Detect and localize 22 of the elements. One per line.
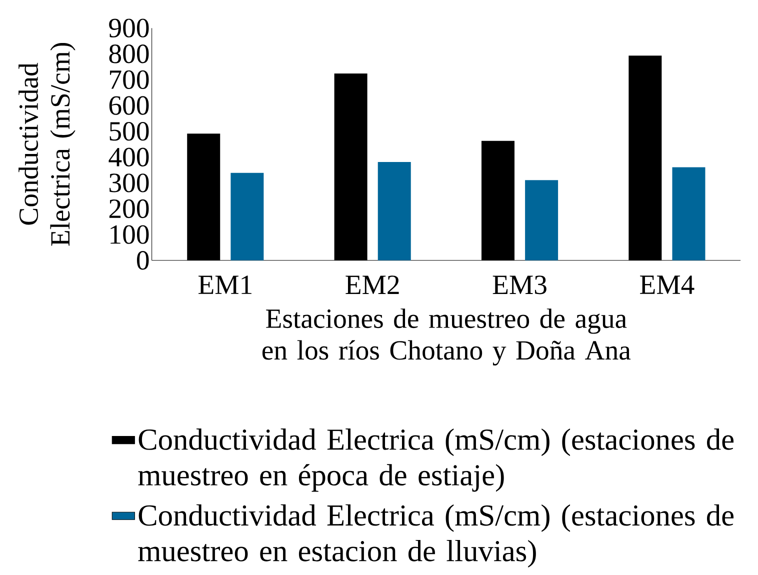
- y-tick-label: 500: [110, 122, 149, 141]
- bar: [525, 180, 558, 260]
- y-tick-label: 800: [109, 44, 149, 64]
- y-tick-label: 400: [108, 148, 149, 166]
- bar: [230, 172, 264, 260]
- x-tick-label: EM1: [198, 276, 252, 294]
- legend-label: Conductividad Electrica (mS/cm) (estaciones de muestreo en estacion de lluvias): [138, 504, 734, 568]
- x-tick-label: EM4: [640, 276, 694, 294]
- legend-label: Conductividad Electrica (mS/cm) (estaciones de muestreo en época de estiaje): [138, 428, 734, 492]
- y-tick-label: 200: [109, 199, 149, 218]
- y-axis-title: Conductividad Electrica (mS/cm): [18, 42, 76, 246]
- y-tick-label: 100: [110, 225, 149, 244]
- y-tick-label: 0: [136, 250, 149, 270]
- y-tick-label: 900: [109, 18, 149, 38]
- x-tick-label: EM2: [346, 275, 399, 294]
- y-tick-label: 300: [110, 174, 149, 192]
- bar: [672, 167, 706, 260]
- y-tick-label: 600: [109, 96, 149, 115]
- bar: [378, 162, 411, 260]
- x-axis-title: Estaciones de muestreo de agua en los ríos Chotano y Doña Ana: [262, 308, 631, 366]
- x-tick-label: EM3: [492, 275, 546, 294]
- y-tick-label: 700: [110, 70, 149, 89]
